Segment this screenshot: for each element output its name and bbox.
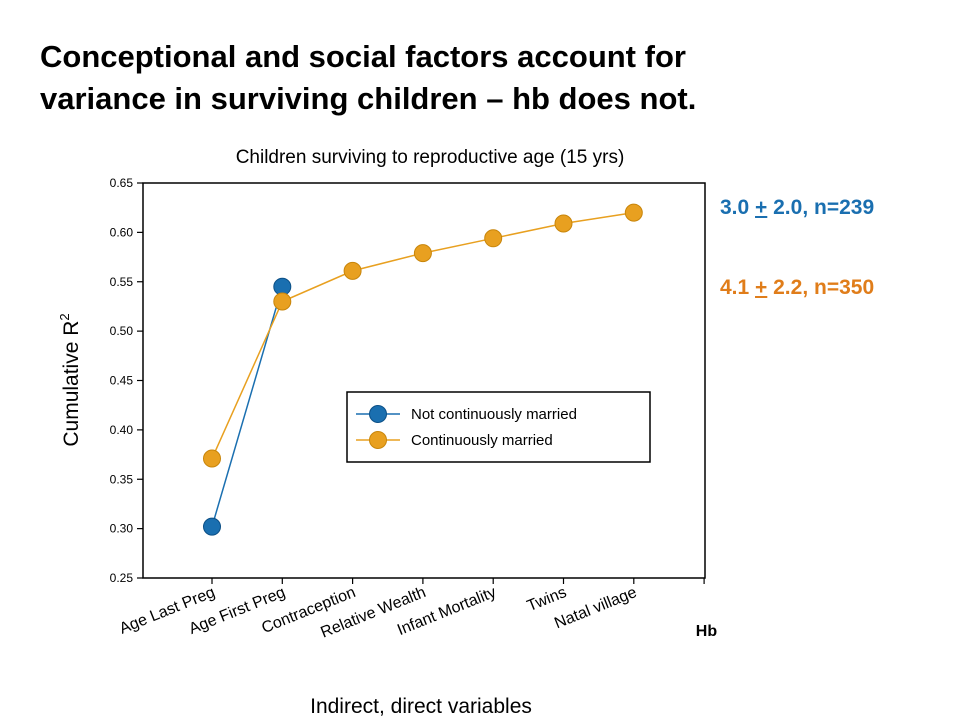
y-tick-label: 0.60 [110,225,134,239]
y-tick-label: 0.50 [110,324,134,338]
plot-axes [142,182,706,579]
series-1-point [343,261,362,280]
legend-marker-0 [369,405,387,423]
series-1-point [484,229,503,248]
y-axis-ticks: 0.25 0.30 0.35 0.40 0.45 0.50 0.55 0.60 0.65 [110,176,143,585]
series-line-0 [211,286,284,527]
plot-frame [142,182,706,579]
stat-b-plus-minus: + [755,276,768,299]
slide-title-line-1: Conceptional and social factors account … [40,39,686,74]
series-1-point [554,214,573,233]
y-tick-label: 0.45 [110,374,134,388]
chart-title: Children surviving to reproductive age (… [236,147,625,168]
series-1-point [624,203,643,222]
y-tick-label: 0.65 [110,176,134,190]
y-axis-title-superscript: 2 [57,313,72,320]
legend-label-1: Continuously married [411,432,553,449]
stat-a-mean: 3.0 [720,196,756,219]
series-1-point [413,244,432,263]
stat-not-continuously-married: 3.0 + 2.0, n=239 [720,196,874,220]
series-0-point [203,517,221,536]
stat-a-rest: 2.0, n=239 [767,196,875,219]
x-axis-title: Indirect, direct variables [310,695,532,718]
stat-a-plus-minus: + [755,196,768,219]
stat-b-rest: 2.2, n=350 [767,276,875,299]
legend-label-0: Not continuously married [411,406,577,423]
slide-title: Conceptional and social factors account … [40,36,940,120]
series-1-point [273,292,292,311]
legend: Not continuously married Continuously mar… [346,391,651,463]
stat-b-mean: 4.1 [720,276,756,299]
y-tick-label: 0.55 [110,275,134,289]
y-axis-title: Cumulative R2 [57,313,83,446]
y-tick-label: 0.25 [110,571,134,585]
legend-marker-1 [369,431,387,449]
series-1-point [203,449,221,468]
x-tick-label: Twins [525,584,569,615]
y-tick-label: 0.40 [110,423,134,437]
y-tick-label: 0.30 [110,522,134,536]
legend-box [346,391,651,463]
y-tick-label: 0.35 [110,472,134,486]
series-points [203,203,643,536]
y-axis-title-text: Cumulative R [60,321,83,447]
slide-title-line-2: variance in surviving children – hb does… [40,81,697,116]
stat-continuously-married: 4.1 + 2.2, n=350 [720,276,874,300]
x-tick-label: Hb [696,623,718,640]
